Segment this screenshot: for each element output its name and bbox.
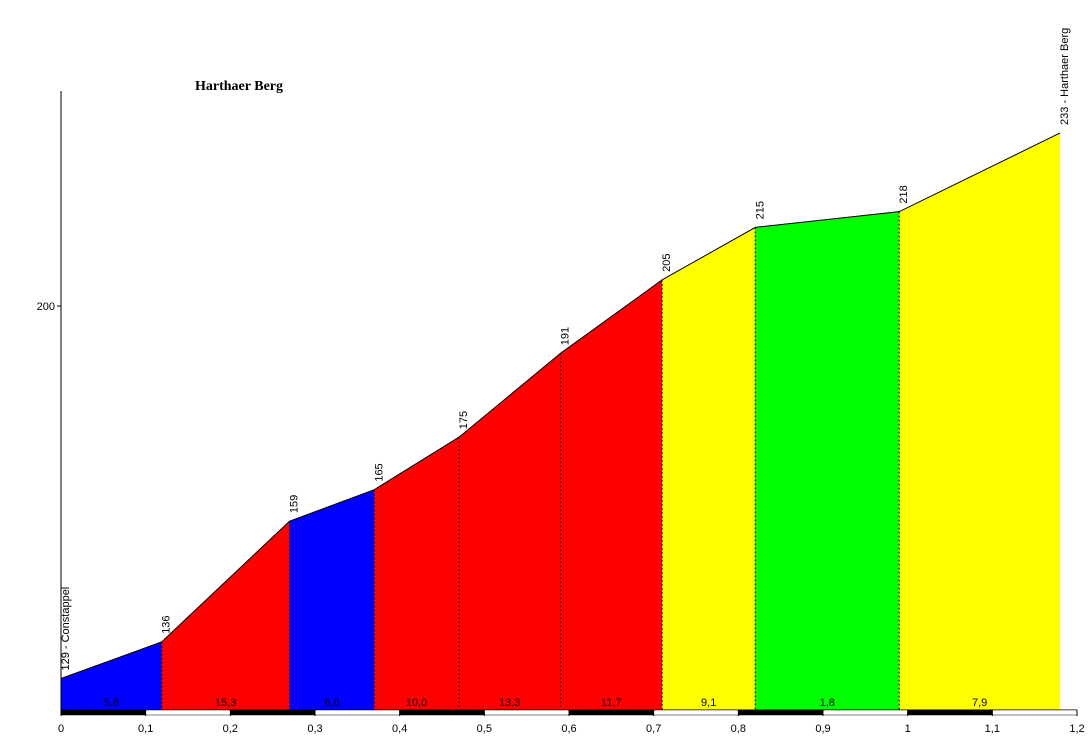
segment-area — [289, 489, 375, 710]
x-tick-label: 0 — [58, 723, 64, 735]
point-label: 205 — [661, 253, 673, 271]
scale-bar — [653, 709, 739, 716]
x-tick-label: 0,9 — [815, 723, 830, 735]
x-tick-label: 0,2 — [223, 723, 238, 735]
segment-area — [662, 227, 756, 710]
scale-bar — [145, 709, 231, 716]
point-label: 165 — [373, 463, 385, 481]
segment-grade-label: 1,8 — [820, 697, 835, 709]
x-tick-label: 0,1 — [138, 723, 153, 735]
scale-bar — [822, 709, 908, 716]
segment-area — [61, 641, 162, 710]
point-label: 218 — [898, 185, 910, 203]
scale-bar — [399, 709, 485, 716]
segment-grade-label: 6,0 — [324, 697, 339, 709]
x-tick-label: 0,5 — [477, 723, 492, 735]
segment-area — [560, 279, 663, 710]
point-label: 136 — [161, 615, 173, 633]
x-tick-label: 1,1 — [985, 723, 1000, 735]
point-label: 233 - Harthaer Berg — [1059, 28, 1071, 125]
segment-grade-label: 9,1 — [701, 697, 716, 709]
y-tick-label: 200 — [37, 301, 55, 313]
x-tick-label: 0,8 — [731, 723, 746, 735]
scale-bar — [230, 709, 316, 716]
segment-grade-label: 5,8 — [104, 697, 119, 709]
scale-bar — [992, 709, 1078, 716]
scale-bar — [568, 709, 654, 716]
segment-area — [374, 437, 459, 710]
segment-area — [161, 521, 290, 710]
point-label: 175 — [458, 411, 470, 429]
point-label: 129 - Constappel — [60, 587, 72, 671]
segment-grade-label: 10,0 — [406, 697, 427, 709]
segment-area — [458, 353, 561, 710]
segment-grade-label: 7,9 — [972, 697, 987, 709]
x-tick-label: 1 — [905, 723, 911, 735]
segment-area — [755, 211, 900, 711]
x-tick-label: 0,3 — [307, 723, 322, 735]
segment-grade-label: 13,3 — [499, 697, 520, 709]
scale-bar — [738, 709, 824, 716]
segment-grade-label: 11,7 — [601, 697, 622, 709]
x-tick-label: 1,2 — [1069, 723, 1084, 735]
profile-line — [60, 132, 1061, 679]
x-tick-label: 0,7 — [646, 723, 661, 735]
point-label: 215 — [754, 201, 766, 219]
scale-bar — [907, 709, 993, 716]
scale-bar — [314, 709, 400, 716]
x-tick-label: 0,6 — [561, 723, 576, 735]
scale-bar — [484, 709, 570, 716]
point-label: 191 — [560, 327, 572, 345]
x-tick-label: 0,4 — [392, 723, 407, 735]
chart-title: Harthaer Berg — [195, 79, 283, 94]
segment-grade-label: 15,3 — [215, 697, 236, 709]
point-label: 159 — [289, 495, 301, 513]
scale-bar — [60, 709, 146, 716]
segment-area — [899, 132, 1061, 711]
